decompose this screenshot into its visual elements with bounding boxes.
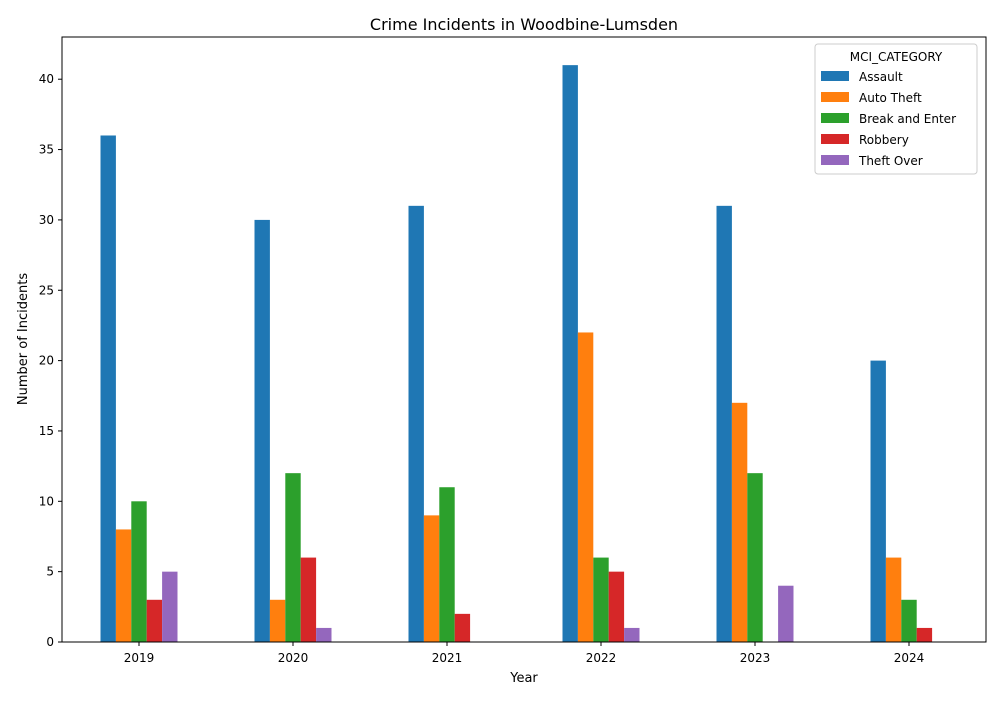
y-tick-label: 25 (39, 283, 54, 297)
bar-theft-over-2020 (316, 627, 332, 642)
y-tick-label: 30 (39, 213, 54, 227)
bar-break-and-enter-2023 (747, 473, 763, 642)
bar-auto-theft-2020 (269, 599, 286, 642)
y-tick-label: 0 (46, 635, 54, 649)
x-tick-label: 2021 (432, 651, 463, 665)
legend-entry-label: Assault (859, 70, 903, 84)
bar-break-and-enter-2021 (439, 487, 455, 642)
x-tick-label: 2024 (894, 651, 925, 665)
bar-auto-theft-2019 (115, 529, 132, 642)
legend-title: MCI_CATEGORY (850, 50, 943, 64)
bar-break-and-enter-2022 (593, 557, 609, 642)
plot-frame (61, 36, 987, 643)
y-tick-label: 10 (39, 494, 54, 508)
x-tick-label: 2019 (124, 651, 155, 665)
bar-auto-theft-2022 (577, 332, 594, 642)
legend: MCI_CATEGORY Assault Auto Theft Break and E… (814, 43, 978, 175)
axes-layer: 0 5 10 15 20 25 30 35 40 2019 2020 2021 2022 2023 2024 (39, 36, 987, 665)
y-tick-label: 35 (39, 143, 54, 157)
bar-assault-2021 (408, 205, 424, 642)
y-tick-label: 20 (39, 354, 54, 368)
bar-robbery-2019 (146, 599, 163, 642)
legend-entry-label: Auto Theft (859, 91, 922, 105)
x-tick-label: 2022 (586, 651, 617, 665)
bar-robbery-2024 (916, 627, 933, 642)
legend-swatch (821, 71, 849, 81)
bar-assault-2019 (100, 135, 116, 642)
y-tick-label: 5 (46, 565, 54, 579)
bars-layer (100, 65, 933, 643)
bar-theft-over-2022 (624, 627, 640, 642)
bar-auto-theft-2021 (423, 515, 440, 642)
y-tick-label: 40 (39, 72, 54, 86)
bar-auto-theft-2023 (731, 402, 748, 642)
x-tick-label: 2020 (278, 651, 309, 665)
x-axis-label: Year (509, 671, 538, 686)
legend-swatch (821, 113, 849, 123)
legend-entry-label: Robbery (859, 133, 909, 147)
bar-robbery-2021 (454, 613, 471, 642)
bar-break-and-enter-2024 (901, 599, 917, 642)
y-tick-label: 15 (39, 424, 54, 438)
legend-swatch (821, 155, 849, 165)
chart-title: Crime Incidents in Woodbine-Lumsden (370, 15, 678, 34)
bar-break-and-enter-2020 (285, 473, 301, 642)
bar-theft-over-2023 (778, 585, 794, 642)
legend-entry-label: Theft Over (858, 154, 923, 168)
y-axis-label: Number of Incidents (16, 273, 31, 405)
bar-auto-theft-2024 (885, 557, 902, 642)
bar-assault-2023 (716, 205, 732, 642)
legend-swatch (821, 92, 849, 102)
bar-robbery-2022 (608, 571, 625, 642)
legend-entry-label: Break and Enter (859, 112, 956, 126)
bar-theft-over-2019 (162, 571, 178, 642)
bar-robbery-2020 (300, 557, 317, 642)
bar-assault-2020 (254, 219, 270, 642)
legend-frame (814, 43, 978, 175)
bar-break-and-enter-2019 (131, 501, 147, 642)
bar-assault-2022 (562, 65, 578, 643)
legend-swatch (821, 134, 849, 144)
x-tick-label: 2023 (740, 651, 771, 665)
bar-assault-2024 (870, 360, 886, 642)
